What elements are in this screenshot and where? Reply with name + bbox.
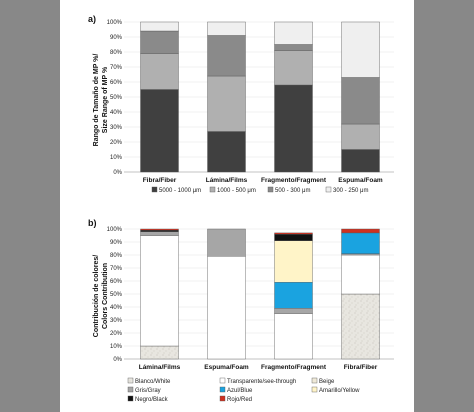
bar-segment <box>274 21 313 45</box>
legend-swatch <box>127 377 134 384</box>
legend-label: 5000 - 1000 μm <box>159 188 201 194</box>
bar-segment <box>341 123 380 150</box>
legend-label: 1000 - 500 μm <box>217 188 256 194</box>
bar-segment <box>207 21 246 36</box>
y-tick-label: 50% <box>110 292 123 298</box>
bar-segment <box>207 228 246 257</box>
bar-segment <box>140 345 179 360</box>
legend-label: Beige <box>319 379 335 385</box>
bar-segment <box>274 84 313 173</box>
legend-a: 5000 - 1000 μm 1000 - 500 μm 500 - 300 μm 3… <box>151 186 368 194</box>
y-tick-label: 90% <box>110 35 123 41</box>
panel-b-label: b) <box>88 218 97 228</box>
y-tick-label: 30% <box>110 125 123 131</box>
legend-label: Amarillo/Yellow <box>319 388 360 394</box>
legend-swatch <box>219 395 226 402</box>
bar-segment <box>341 254 380 295</box>
y-tick-label: 90% <box>110 240 123 246</box>
bar-segment <box>140 53 179 90</box>
legend-label: Gris/Gray <box>135 388 161 394</box>
bar-segment <box>274 313 313 360</box>
bar-segment <box>341 149 380 173</box>
y-tick-label: 40% <box>110 110 123 116</box>
legend-swatch <box>209 186 216 193</box>
y-tick-label: 70% <box>110 65 123 71</box>
y-tick-label: 70% <box>110 266 123 272</box>
bar-segment <box>207 35 246 77</box>
bar-segment <box>140 21 179 32</box>
bar-segment <box>140 228 179 231</box>
y-tick-label: 80% <box>110 50 123 56</box>
y-tick-label: 100% <box>107 227 123 233</box>
legend-b: Blanco/White Transparente/see-through Beig… <box>127 377 360 403</box>
plot-b: 0% 10% 20% 30% 40% 50% 60% 70% 80% 90% 100% Lámina/… <box>107 227 394 371</box>
y-tick-label: 60% <box>110 279 123 285</box>
legend-swatch <box>127 386 134 393</box>
plot-a: 0% 10% 20% 30% 40% 50% 60% 70% 80% 90% 100% Fibra/F… <box>107 20 394 184</box>
y-tick-label: 10% <box>110 155 123 161</box>
bar-segment <box>140 235 179 347</box>
category-label: Lámina/Films <box>139 364 181 371</box>
legend-label: Rojo/Red <box>227 397 252 403</box>
legend-swatch <box>325 186 332 193</box>
legend-swatch <box>219 386 226 393</box>
bar-segment <box>274 232 313 235</box>
legend-swatch <box>311 377 318 384</box>
bar-segment <box>341 228 380 234</box>
y-tick-label: 0% <box>113 357 122 363</box>
y-tick-label: 20% <box>110 140 123 146</box>
y-tick-label: 10% <box>110 344 123 350</box>
y-tick-label: 60% <box>110 80 123 86</box>
legend-label: Azul/Blue <box>227 388 253 394</box>
bar-segment <box>274 240 313 283</box>
category-label: Espuma/Foam <box>338 177 383 184</box>
legend-label: Blanco/White <box>135 379 171 385</box>
y-tick-label: 100% <box>107 20 123 26</box>
bar-segment <box>341 21 380 78</box>
legend-label: 500 - 300 μm <box>275 188 310 194</box>
panel-a-label: a) <box>88 14 96 24</box>
bar-segment <box>341 232 380 254</box>
bar-segment <box>274 282 313 309</box>
y-tick-label: 0% <box>113 170 122 176</box>
panel-a-ylabel-line1: Rango de Tamaño de MP %/ <box>93 54 100 147</box>
legend-swatch <box>311 386 318 393</box>
bar-segment <box>207 256 246 360</box>
bar-segment <box>341 77 380 125</box>
panel-b-ylabel-line1: Contribución de colores/ <box>93 255 100 338</box>
bar-segment <box>140 231 179 236</box>
category-label: Fragmento/Fragment <box>261 177 327 184</box>
legend-label: Negro/Black <box>135 397 169 403</box>
bar-segment <box>274 233 313 241</box>
category-label: Espuma/Foam <box>204 364 249 371</box>
bar-segment <box>140 30 179 54</box>
bar-segment <box>140 89 179 173</box>
category-label: Lámina/Films <box>206 177 248 184</box>
category-label: Fragmento/Fragment <box>261 364 327 371</box>
legend-swatch <box>151 186 158 193</box>
bar-segment <box>274 308 313 314</box>
stacked-bar-charts: a) Rango de Tamaño de MP %/ Size Range o… <box>88 14 394 403</box>
y-tick-label: 30% <box>110 318 123 324</box>
y-tick-label: 40% <box>110 305 123 311</box>
figure-panel: a) Rango de Tamaño de MP %/ Size Range o… <box>60 0 414 412</box>
category-label: Fibra/Fiber <box>344 364 378 371</box>
y-tick-label: 80% <box>110 253 123 259</box>
category-label: Fibra/Fiber <box>143 177 177 184</box>
legend-swatch <box>127 395 134 402</box>
panel-b-ylabel-line2: Colors Contribution <box>102 263 109 329</box>
bar-segment <box>274 50 313 86</box>
bar-segment <box>341 293 380 360</box>
y-tick-label: 20% <box>110 331 123 337</box>
legend-label: 300 - 250 μm <box>333 188 368 194</box>
legend-label: Transparente/see-through <box>227 379 296 385</box>
bar-segment <box>274 44 313 51</box>
y-tick-label: 50% <box>110 95 123 101</box>
bar-segment <box>207 75 246 132</box>
bar-segment <box>207 131 246 173</box>
legend-swatch <box>219 377 226 384</box>
legend-swatch <box>267 186 274 193</box>
panel-a-ylabel-line2: Size Range of MP % <box>102 66 109 133</box>
